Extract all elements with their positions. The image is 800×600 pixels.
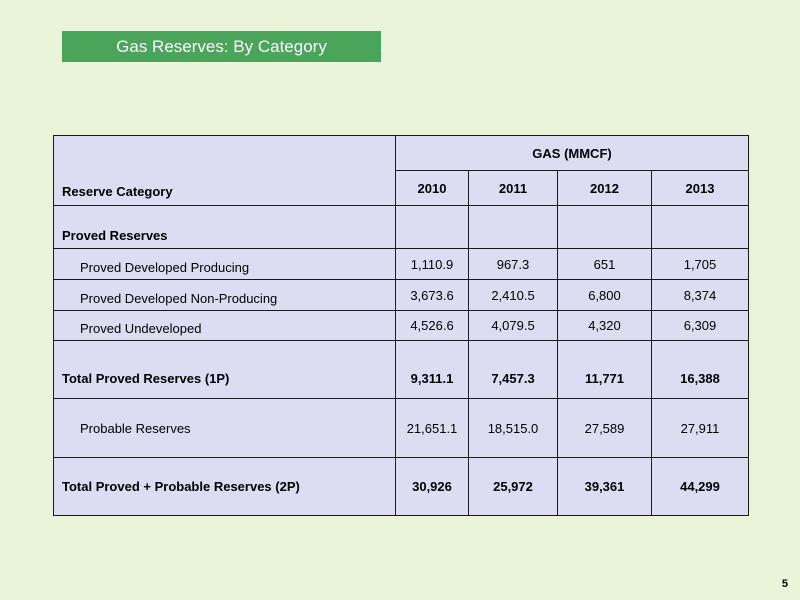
- gas-unit-header: GAS (MMCF): [395, 135, 749, 171]
- cell-value: 30,926: [395, 457, 469, 516]
- cell-value: 9,311.1: [395, 340, 469, 399]
- empty-cell: [651, 205, 749, 249]
- empty-cell: [468, 205, 558, 249]
- cell-value: 16,388: [651, 340, 749, 399]
- total-2p-label: Total Proved + Probable Reserves (2P): [53, 457, 396, 516]
- cell-value: 27,911: [651, 398, 749, 458]
- year-header: 2012: [557, 170, 652, 206]
- page-number: 5: [781, 578, 788, 590]
- empty-cell: [395, 205, 469, 249]
- cell-value: 6,309: [651, 310, 749, 341]
- cell-value: 39,361: [557, 457, 652, 516]
- cell-value: 1,705: [651, 248, 749, 280]
- row-label: Proved Undeveloped: [53, 310, 396, 341]
- cell-value: 8,374: [651, 279, 749, 311]
- cell-value: 967.3: [468, 248, 558, 280]
- row-label: Proved Developed Producing: [53, 248, 396, 280]
- total-1p-label: Total Proved Reserves (1P): [53, 340, 396, 399]
- cell-value: 2,410.5: [468, 279, 558, 311]
- reserves-table: Reserve Category GAS (MMCF) 2010 2011 20…: [53, 135, 749, 516]
- cell-value: 44,299: [651, 457, 749, 516]
- year-header: 2013: [651, 170, 749, 206]
- year-header: 2010: [395, 170, 469, 206]
- cell-value: 651: [557, 248, 652, 280]
- row-label: Proved Developed Non-Producing: [53, 279, 396, 311]
- cell-value: 7,457.3: [468, 340, 558, 399]
- table-row: Proved Undeveloped 4,526.6 4,079.5 4,320…: [53, 310, 749, 341]
- reserve-category-header: Reserve Category: [53, 135, 396, 206]
- year-header: 2011: [468, 170, 558, 206]
- cell-value: 6,800: [557, 279, 652, 311]
- section-label: Proved Reserves: [53, 205, 396, 249]
- cell-value: 4,320: [557, 310, 652, 341]
- table-row: Total Proved + Probable Reserves (2P) 30…: [53, 457, 749, 516]
- table-row: Proved Reserves: [53, 205, 749, 249]
- row-label: Probable Reserves: [53, 398, 396, 458]
- empty-cell: [557, 205, 652, 249]
- table-row: Proved Developed Producing 1,110.9 967.3…: [53, 248, 749, 280]
- cell-value: 18,515.0: [468, 398, 558, 458]
- cell-value: 25,972: [468, 457, 558, 516]
- cell-value: 1,110.9: [395, 248, 469, 280]
- cell-value: 27,589: [557, 398, 652, 458]
- table-row: Proved Developed Non-Producing 3,673.6 2…: [53, 279, 749, 311]
- table-row: Probable Reserves 21,651.1 18,515.0 27,5…: [53, 398, 749, 458]
- cell-value: 3,673.6: [395, 279, 469, 311]
- cell-value: 21,651.1: [395, 398, 469, 458]
- table-row: Total Proved Reserves (1P) 9,311.1 7,457…: [53, 340, 749, 399]
- cell-value: 4,526.6: [395, 310, 469, 341]
- cell-value: 11,771: [557, 340, 652, 399]
- slide-title: Gas Reserves: By Category: [62, 31, 381, 62]
- cell-value: 4,079.5: [468, 310, 558, 341]
